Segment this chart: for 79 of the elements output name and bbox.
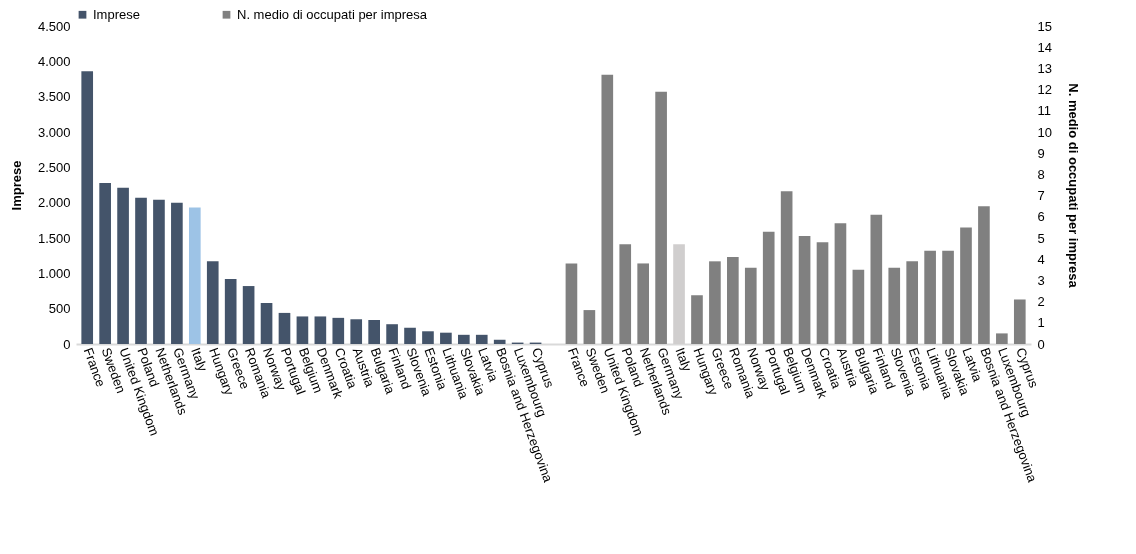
bar — [153, 199, 165, 344]
bar — [978, 206, 990, 344]
y-tick-label: 500 — [48, 301, 71, 317]
bar — [260, 303, 273, 344]
bar — [206, 261, 219, 344]
bar — [691, 295, 703, 344]
y2-tick-label: 5 — [1037, 230, 1045, 246]
bar — [493, 339, 506, 344]
bar — [171, 202, 183, 344]
bar — [942, 250, 954, 344]
bar — [565, 263, 578, 344]
y2-tick-label: 8 — [1037, 166, 1045, 182]
bar — [188, 207, 201, 344]
bar — [1013, 299, 1026, 344]
y2-axis-title: N. medio di occupati per impresa — [1065, 83, 1081, 289]
bar — [296, 316, 309, 344]
y2-tick-label: 3 — [1037, 272, 1045, 288]
bar — [278, 312, 291, 344]
y-tick-label: 4.000 — [37, 53, 71, 69]
bar — [655, 91, 667, 344]
bar — [834, 223, 847, 344]
y2-tick-label: 1 — [1037, 315, 1045, 331]
bar — [99, 182, 111, 344]
y2-tick-label: 12 — [1037, 82, 1052, 98]
bar — [242, 286, 255, 344]
bar — [81, 71, 94, 344]
y2-tick-label: 0 — [1037, 336, 1045, 352]
bar — [816, 242, 829, 344]
y-tick-label: 0 — [63, 336, 71, 352]
y2-tick-label: 9 — [1037, 145, 1045, 161]
y2-tick-label: 15 — [1037, 18, 1052, 34]
y-tick-label: 1.000 — [37, 265, 71, 281]
bar — [135, 197, 147, 344]
bar — [798, 235, 811, 344]
y-tick-label: 2.000 — [37, 195, 71, 211]
bar — [709, 261, 721, 344]
bar — [960, 227, 972, 344]
bar — [762, 231, 775, 344]
y2-tick-label: 13 — [1037, 60, 1052, 76]
bar — [422, 331, 434, 344]
bar — [386, 324, 398, 344]
bar — [583, 310, 596, 344]
bar — [996, 333, 1008, 344]
bar — [637, 263, 649, 344]
y2-tick-label: 4 — [1037, 251, 1045, 267]
bar — [852, 269, 865, 344]
bar — [906, 261, 919, 344]
bar — [619, 244, 632, 344]
bar — [924, 250, 936, 344]
bar — [475, 334, 488, 344]
y2-tick-label: 2 — [1037, 294, 1045, 310]
bar — [727, 257, 739, 344]
y-tick-label: 2.500 — [37, 159, 71, 175]
bar — [117, 187, 129, 344]
bar — [368, 319, 380, 344]
y-axis-title: Imprese — [8, 160, 24, 211]
bar — [458, 334, 470, 344]
bar — [744, 267, 757, 344]
bar — [780, 191, 793, 344]
bar — [314, 316, 327, 344]
y-tick-label: 3.500 — [37, 89, 71, 105]
bar — [440, 332, 452, 344]
y-tick-label: 1.500 — [37, 230, 71, 246]
y2-tick-label: 14 — [1037, 39, 1052, 55]
y2-tick-label: 6 — [1037, 209, 1045, 225]
bar — [870, 214, 883, 344]
bar — [224, 278, 237, 344]
legend-label: Imprese — [93, 6, 140, 22]
y-tick-label: 3.000 — [37, 124, 71, 140]
bar — [404, 327, 416, 344]
legend-label: N. medio di occupati per impresa — [237, 6, 428, 22]
bar — [332, 317, 345, 344]
y2-tick-label: 10 — [1037, 124, 1052, 140]
y-tick-label: 4.500 — [37, 18, 71, 34]
y2-tick-label: 11 — [1037, 103, 1051, 119]
y2-tick-label: 7 — [1037, 188, 1045, 204]
bar — [601, 74, 614, 344]
bar — [350, 319, 363, 344]
bar — [888, 267, 901, 344]
